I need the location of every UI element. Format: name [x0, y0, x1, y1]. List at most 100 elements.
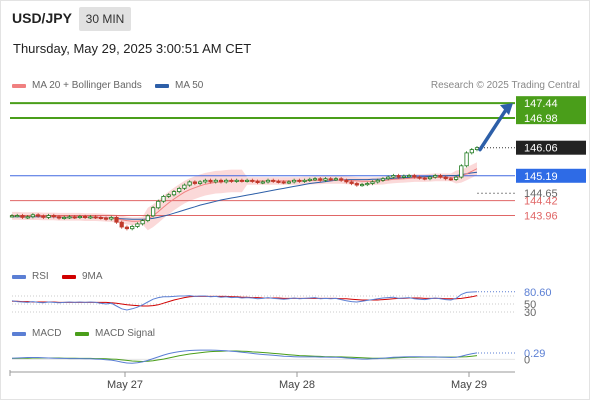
candle-body: [15, 215, 20, 218]
candle-body: [93, 216, 98, 219]
candle-body: [208, 179, 213, 183]
candle-body: [203, 179, 208, 183]
candle-body: [339, 178, 344, 181]
rsi-current-value: 80.60: [524, 287, 552, 299]
candle-body: [401, 175, 407, 178]
candle-body: [114, 216, 119, 223]
candle-body: [182, 184, 187, 189]
candle-body: [453, 176, 459, 180]
candle-body: [260, 181, 265, 184]
rsi-line: [11, 291, 478, 311]
candle-body: [297, 179, 302, 182]
candle-body: [469, 149, 474, 154]
candle-body: [448, 178, 454, 181]
candle-body: [365, 183, 370, 186]
legend-macd: MACD: [12, 328, 61, 339]
candle-body: [328, 178, 333, 181]
candle-body: [124, 226, 129, 230]
candle-body: [312, 178, 318, 181]
candle-body: [380, 178, 386, 181]
legend-ma50-label: MA 50: [175, 80, 204, 91]
candle-body: [391, 175, 396, 178]
timeframe-badge[interactable]: 30 MIN: [79, 7, 131, 31]
candle-body: [119, 221, 124, 228]
support-tag-upper: 144.42: [524, 196, 558, 208]
candle-body: [67, 216, 72, 219]
candle-body: [103, 217, 109, 220]
candle-body: [406, 175, 412, 178]
candle-body: [229, 179, 234, 182]
candle-body: [354, 183, 359, 186]
candle-body: [318, 178, 323, 181]
candle-body: [412, 175, 417, 178]
candle-body: [30, 214, 36, 218]
candle-body: [396, 175, 401, 178]
projection-arrow-line: [478, 106, 509, 152]
candle-body: [459, 165, 464, 178]
candle-body: [323, 178, 328, 181]
candle-body: [344, 179, 349, 183]
pivot-tag-bg: [516, 168, 586, 183]
candle-body: [370, 181, 375, 184]
x-tick-label: May 29: [451, 379, 487, 391]
legend-9ma: 9MA: [62, 271, 103, 282]
candle-body: [349, 181, 354, 184]
current-price-tag: 146.06: [524, 143, 558, 155]
macd-current-value: 0.29: [524, 348, 545, 360]
rsi-9ma-line: [12, 295, 478, 307]
legend-macd-signal-label: MACD Signal: [95, 328, 156, 339]
candle-body: [218, 179, 224, 183]
candle-body: [234, 179, 239, 182]
candle-body: [192, 181, 197, 184]
candle-body: [438, 175, 443, 178]
legend-macd-signal: MACD Signal: [75, 328, 155, 339]
candle-body: [98, 216, 103, 219]
candle-body: [255, 180, 260, 184]
x-tick-label: May 28: [279, 379, 315, 391]
candle-body: [427, 176, 433, 180]
candle-body: [271, 179, 276, 182]
rsi-swatch: [12, 274, 26, 279]
resistance-tag-lower: 146.98: [524, 113, 558, 125]
candle-body: [41, 215, 46, 218]
legend-rsi-label: RSI: [32, 271, 49, 282]
candle-body: [25, 216, 30, 219]
candle-body: [422, 177, 427, 180]
candle-body: [224, 179, 229, 183]
candle-body: [281, 181, 286, 184]
candle-body: [291, 179, 297, 183]
timestamp: Thursday, May 29, 2025 3:00:51 AM CET: [13, 41, 252, 56]
candle-body: [464, 152, 469, 167]
macd-swatch: [12, 331, 26, 336]
rsi-level-30: 30: [524, 307, 536, 319]
ma20-swatch: [12, 83, 26, 88]
legend-ma20-label: MA 20 + Bollinger Bands: [32, 80, 142, 91]
candle-body: [433, 175, 438, 178]
candle-body: [140, 220, 145, 225]
x-tick-label: May 27: [107, 379, 143, 391]
candle-body: [36, 214, 41, 217]
legend-ma50: MA 50: [155, 80, 203, 91]
candle-body: [150, 207, 156, 217]
pivot-tag: 145.19: [524, 171, 558, 183]
candle-body: [276, 180, 281, 183]
candle-body: [9, 215, 15, 218]
resistance-tag-upper: 147.44: [524, 98, 558, 110]
rsi-level-50: 50: [524, 299, 536, 311]
candle-body: [77, 215, 82, 218]
candle-body: [56, 216, 62, 219]
candle-body: [239, 179, 244, 182]
ma50-swatch: [155, 83, 169, 88]
candle-body: [83, 215, 88, 218]
candle-body: [130, 225, 135, 230]
candle-body: [302, 179, 307, 182]
candle-body: [307, 178, 312, 181]
candle-body: [417, 176, 422, 179]
candle-body: [187, 181, 192, 186]
candle-body: [109, 216, 114, 220]
candle-body: [333, 178, 339, 181]
candle-body: [265, 179, 271, 183]
candle-body: [250, 179, 255, 182]
candle-body: [197, 181, 203, 184]
